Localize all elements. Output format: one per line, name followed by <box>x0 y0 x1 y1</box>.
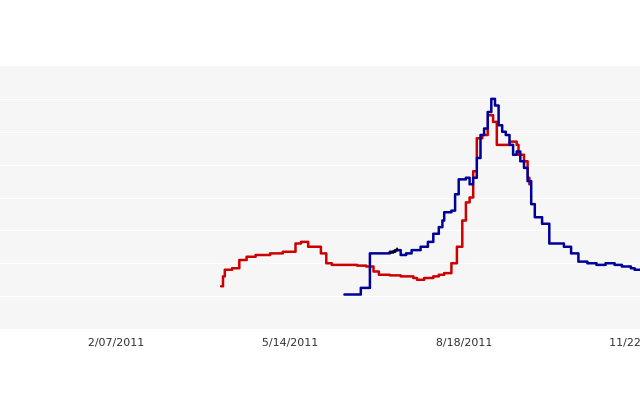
x-tick-label: 8/18/2011 <box>436 336 492 349</box>
x-tick-label: 11/22 <box>609 336 640 349</box>
x-tick-label: 2/07/2011 <box>88 336 144 349</box>
plot-background <box>0 66 640 329</box>
x-tick-label: 5/14/2011 <box>262 336 318 349</box>
x-axis-ticks: 2/07/2011 5/14/2011 8/18/2011 11/22 <box>88 336 640 349</box>
